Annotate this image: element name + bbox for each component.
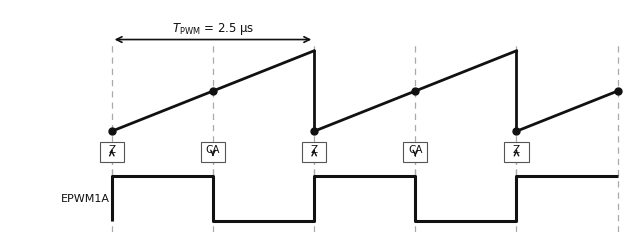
Text: $T_\mathrm{PWM}$ = 2.5 μs: $T_\mathrm{PWM}$ = 2.5 μs [171,21,254,37]
Text: CA: CA [408,146,423,155]
Text: Z: Z [108,146,116,155]
FancyBboxPatch shape [403,141,428,162]
FancyBboxPatch shape [302,141,327,162]
FancyBboxPatch shape [201,141,225,162]
FancyBboxPatch shape [100,141,124,162]
Text: EPWM1A: EPWM1A [61,194,110,204]
Text: Z: Z [311,146,318,155]
FancyBboxPatch shape [504,141,529,162]
Text: Z: Z [513,146,520,155]
Text: CA: CA [206,146,220,155]
